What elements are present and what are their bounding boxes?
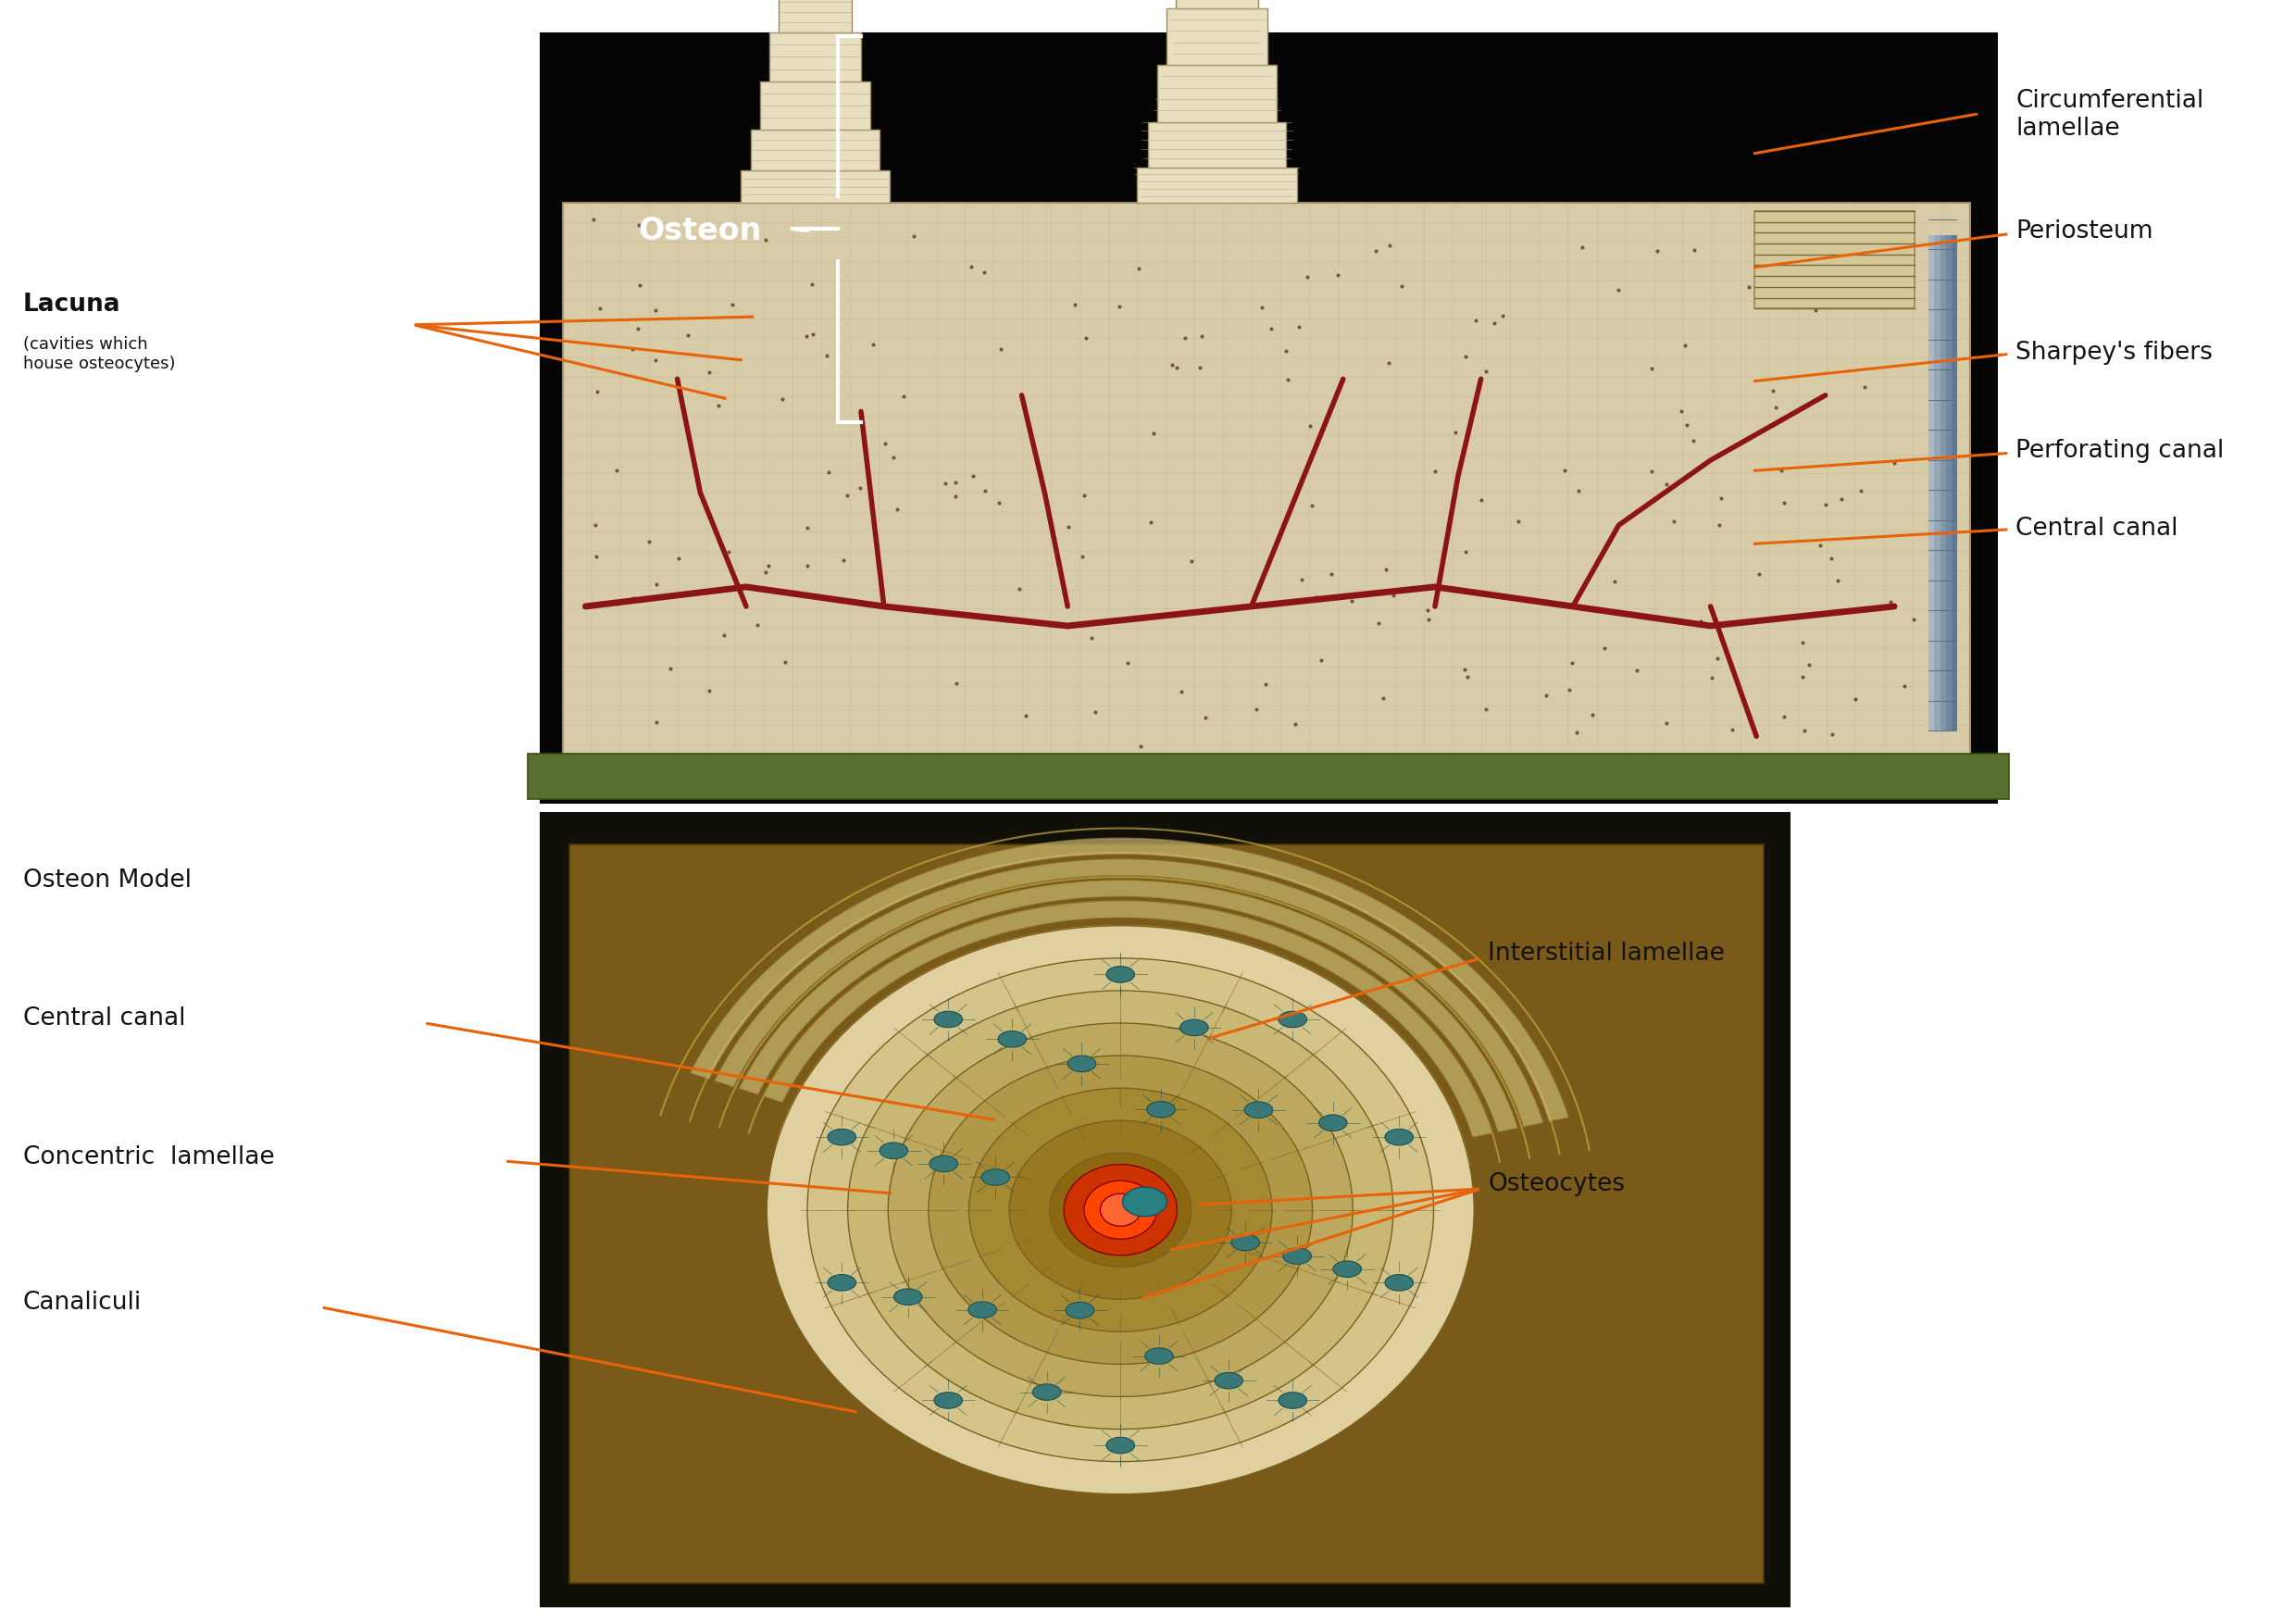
- Text: Osteocytes: Osteocytes: [1488, 1173, 1626, 1197]
- Ellipse shape: [928, 1056, 1313, 1364]
- Ellipse shape: [1231, 1234, 1261, 1250]
- Bar: [1148, 122, 1286, 167]
- Text: Canaliculi: Canaliculi: [23, 1291, 142, 1315]
- Bar: [1940, 235, 1945, 731]
- Bar: [751, 130, 879, 171]
- Ellipse shape: [1318, 1114, 1348, 1130]
- Ellipse shape: [1180, 1020, 1208, 1036]
- Ellipse shape: [934, 1012, 962, 1028]
- Text: Circumferential
lamellae: Circumferential lamellae: [2016, 89, 2204, 141]
- Bar: [540, 32, 1998, 804]
- Ellipse shape: [1244, 1101, 1272, 1117]
- Ellipse shape: [1063, 1164, 1178, 1255]
- Ellipse shape: [767, 926, 1474, 1494]
- Ellipse shape: [1065, 1302, 1093, 1319]
- Ellipse shape: [1084, 1181, 1157, 1239]
- Text: Osteon: Osteon: [638, 216, 762, 245]
- Ellipse shape: [980, 1169, 1010, 1186]
- Ellipse shape: [847, 991, 1394, 1429]
- Text: Perforating canal: Perforating canal: [2016, 438, 2225, 463]
- Ellipse shape: [1033, 1384, 1061, 1400]
- Ellipse shape: [1107, 966, 1134, 983]
- Ellipse shape: [1384, 1275, 1414, 1291]
- Text: Central canal: Central canal: [2016, 516, 2179, 541]
- Bar: [739, 171, 891, 203]
- Bar: [528, 754, 2009, 799]
- Bar: [778, 0, 852, 32]
- Bar: [1157, 65, 1277, 122]
- Bar: [1137, 167, 1297, 203]
- Bar: [1933, 235, 1940, 731]
- Ellipse shape: [1384, 1129, 1414, 1145]
- Bar: [1929, 235, 1933, 731]
- Ellipse shape: [1049, 1153, 1192, 1267]
- Bar: [769, 32, 861, 81]
- Text: Sharpey's fibers: Sharpey's fibers: [2016, 341, 2213, 365]
- Text: Lacuna: Lacuna: [23, 292, 122, 317]
- Polygon shape: [765, 901, 1492, 1137]
- Text: Concentric  lamellae: Concentric lamellae: [23, 1145, 276, 1169]
- Ellipse shape: [1068, 1056, 1095, 1072]
- Bar: [1952, 235, 1956, 731]
- Ellipse shape: [827, 1275, 856, 1291]
- Bar: [569, 844, 1763, 1583]
- Text: Periosteum: Periosteum: [2016, 219, 2154, 244]
- Bar: [1166, 8, 1267, 65]
- Ellipse shape: [808, 958, 1433, 1462]
- Ellipse shape: [1283, 1247, 1311, 1263]
- Polygon shape: [714, 859, 1543, 1127]
- Polygon shape: [739, 880, 1518, 1132]
- Bar: [1754, 211, 1915, 309]
- Text: (cavities which
house osteocytes): (cavities which house osteocytes): [23, 336, 174, 372]
- Ellipse shape: [827, 1129, 856, 1145]
- Ellipse shape: [999, 1031, 1026, 1047]
- Text: Osteon Model: Osteon Model: [23, 869, 191, 893]
- Ellipse shape: [1123, 1187, 1166, 1216]
- Ellipse shape: [889, 1023, 1352, 1397]
- Ellipse shape: [879, 1143, 907, 1160]
- Ellipse shape: [1215, 1372, 1242, 1389]
- Ellipse shape: [893, 1289, 923, 1306]
- Text: Central canal: Central canal: [23, 1007, 186, 1031]
- Bar: [760, 81, 870, 130]
- Polygon shape: [691, 838, 1568, 1122]
- Text: Interstitial lamellae: Interstitial lamellae: [1488, 942, 1724, 966]
- Ellipse shape: [1107, 1437, 1134, 1453]
- Ellipse shape: [1148, 1101, 1176, 1117]
- Ellipse shape: [969, 1088, 1272, 1332]
- Ellipse shape: [930, 1156, 957, 1173]
- Ellipse shape: [1010, 1121, 1231, 1299]
- Bar: [1176, 0, 1258, 8]
- Ellipse shape: [934, 1392, 962, 1408]
- Bar: [563, 203, 1970, 763]
- Bar: [1945, 235, 1952, 731]
- Ellipse shape: [1334, 1260, 1362, 1276]
- Ellipse shape: [969, 1302, 996, 1319]
- Bar: [540, 812, 1791, 1608]
- Ellipse shape: [1279, 1392, 1306, 1408]
- Ellipse shape: [1100, 1194, 1141, 1226]
- Ellipse shape: [1279, 1012, 1306, 1028]
- Ellipse shape: [1146, 1348, 1173, 1364]
